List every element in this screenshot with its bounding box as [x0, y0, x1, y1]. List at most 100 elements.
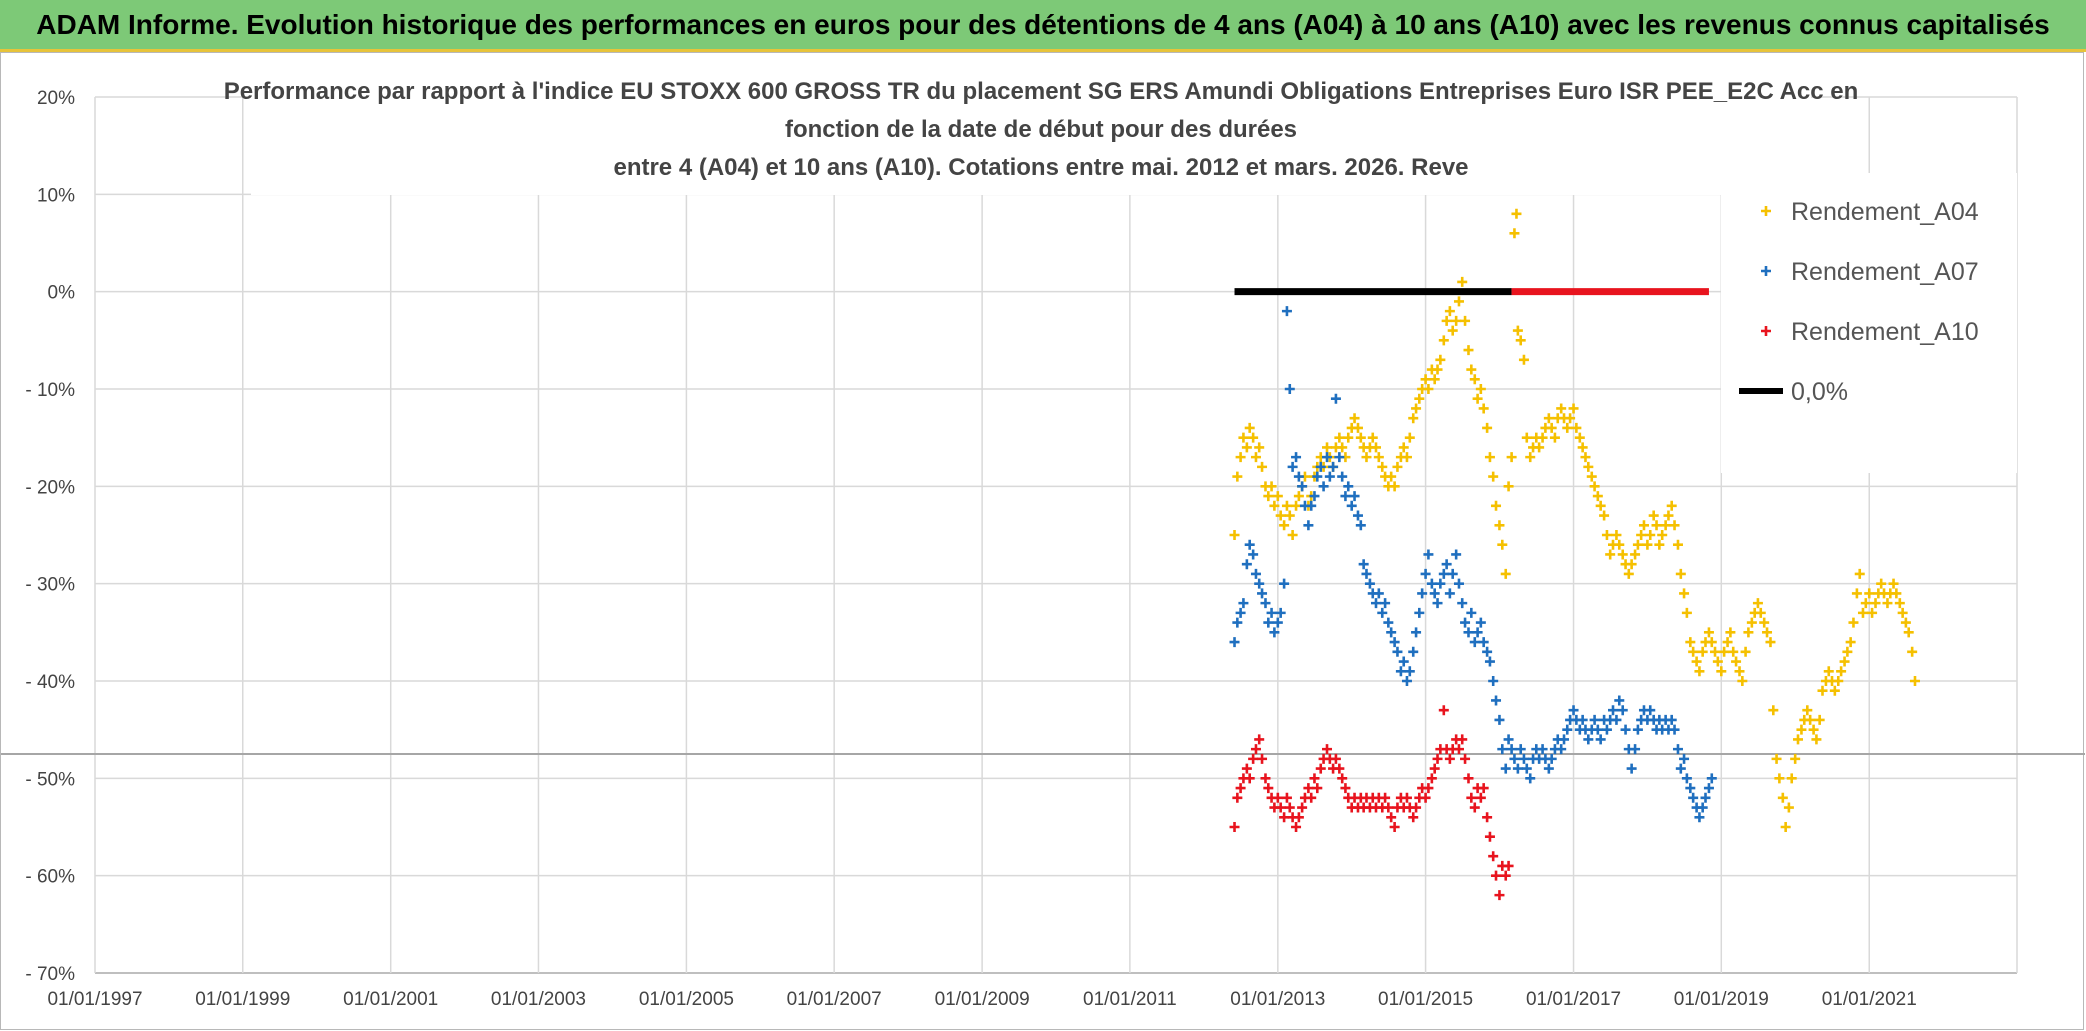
- data-point: [1463, 345, 1474, 356]
- data-point: [1592, 724, 1603, 735]
- performance-chart: 20% 10% 0% - 10% - 20% - 30% - 40% - 50% - 60% - …: [1, 71, 2085, 1010]
- data-point: [1694, 666, 1705, 677]
- data-point: [1632, 724, 1643, 735]
- data-point: [1525, 452, 1536, 463]
- data-point: [1725, 627, 1736, 638]
- data-point: [1457, 734, 1468, 745]
- data-point: [1688, 646, 1699, 657]
- data-point: [1737, 676, 1748, 686]
- data-point: [1389, 481, 1400, 492]
- data-point: [1386, 627, 1397, 638]
- x-tick-label: 01/01/2011: [1083, 989, 1177, 1010]
- data-point: [1241, 442, 1252, 453]
- x-tick-label: 01/01/2009: [935, 989, 1030, 1010]
- data-point: [1802, 705, 1813, 716]
- data-point: [1423, 783, 1434, 794]
- data-point: [1257, 753, 1268, 764]
- data-point: [1500, 870, 1511, 881]
- data-point: [1755, 607, 1766, 618]
- data-point: [1466, 364, 1477, 375]
- data-point: [1512, 763, 1523, 774]
- data-point: [1330, 753, 1341, 764]
- data-point: [1364, 578, 1375, 589]
- series-Rendement_A07: [1229, 306, 1717, 823]
- data-point: [1324, 471, 1335, 482]
- data-point: [1543, 763, 1554, 774]
- data-point: [1235, 607, 1246, 618]
- data-series: [1229, 208, 1988, 901]
- data-point: [1371, 598, 1381, 609]
- data-point: [1497, 539, 1508, 550]
- data-point: [1611, 530, 1622, 540]
- x-tick-label: 01/01/2001: [343, 989, 438, 1010]
- data-point: [1891, 588, 1902, 599]
- data-point: [1232, 617, 1243, 628]
- data-point: [1263, 783, 1274, 794]
- grid: [1, 96, 2085, 974]
- data-point: [1796, 724, 1807, 735]
- data-point: [1752, 598, 1763, 609]
- data-point: [1870, 598, 1881, 609]
- data-point: [1383, 802, 1394, 813]
- data-point: [1907, 646, 1918, 657]
- data-point: [1854, 568, 1865, 579]
- data-point: [1411, 802, 1422, 813]
- data-point: [1494, 520, 1505, 531]
- data-point: [1651, 520, 1662, 531]
- data-point: [1642, 539, 1653, 550]
- data-point: [1876, 578, 1887, 589]
- data-point: [1257, 588, 1268, 599]
- data-point: [1672, 744, 1683, 755]
- data-point: [1475, 617, 1486, 628]
- data-point: [1660, 520, 1671, 531]
- data-point: [1254, 578, 1265, 589]
- data-point: [1620, 724, 1631, 735]
- data-point: [1657, 530, 1668, 540]
- data-point: [1623, 568, 1634, 579]
- data-point: [1451, 315, 1462, 326]
- y-tick-label: - 20%: [25, 477, 75, 498]
- legend-label: 0,0%: [1791, 378, 1848, 406]
- data-point: [1589, 481, 1600, 492]
- data-point: [1494, 714, 1505, 725]
- data-point: [1817, 685, 1828, 696]
- data-point: [1860, 598, 1871, 609]
- data-point: [1706, 773, 1717, 784]
- data-point: [1617, 705, 1628, 716]
- data-point: [1848, 617, 1859, 628]
- data-point: [1595, 734, 1606, 745]
- data-point: [1272, 617, 1283, 628]
- data-point: [1537, 744, 1548, 755]
- data-point: [1460, 617, 1471, 628]
- data-point: [1762, 627, 1773, 638]
- data-point: [1373, 588, 1384, 599]
- data-point: [1488, 676, 1499, 686]
- data-point: [1488, 471, 1499, 482]
- data-point: [1469, 637, 1480, 648]
- data-point: [1497, 744, 1508, 755]
- data-point: [1438, 335, 1449, 346]
- data-point: [1466, 792, 1477, 803]
- data-point: [1417, 588, 1428, 599]
- data-point: [1248, 432, 1259, 443]
- data-point: [1556, 403, 1567, 414]
- data-point: [1608, 705, 1619, 716]
- data-point: [1706, 637, 1717, 648]
- data-point: [1512, 325, 1523, 336]
- data-point: [1845, 637, 1856, 648]
- data-point: [1574, 432, 1585, 443]
- data-point: [1509, 753, 1520, 764]
- data-point: [1537, 432, 1548, 443]
- data-point: [1500, 568, 1511, 579]
- data-point: [1306, 792, 1317, 803]
- data-point: [1909, 676, 1920, 686]
- data-point: [1460, 315, 1471, 326]
- data-point: [1408, 646, 1419, 657]
- data-point: [1466, 607, 1477, 618]
- data-point: [1229, 637, 1240, 648]
- data-point: [1515, 744, 1526, 755]
- data-point: [1241, 763, 1252, 774]
- data-point: [1297, 481, 1308, 492]
- data-point: [1478, 637, 1489, 648]
- y-tick-label: 10%: [37, 185, 75, 206]
